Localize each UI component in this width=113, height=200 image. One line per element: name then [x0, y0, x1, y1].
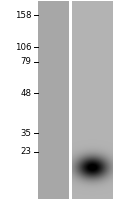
Text: 35: 35	[20, 129, 31, 138]
Text: 106: 106	[15, 43, 31, 51]
Text: 79: 79	[20, 58, 31, 66]
Bar	[38, 1, 68, 199]
Text: 158: 158	[15, 10, 31, 20]
Text: 48: 48	[20, 88, 31, 98]
Text: 23: 23	[20, 148, 31, 156]
